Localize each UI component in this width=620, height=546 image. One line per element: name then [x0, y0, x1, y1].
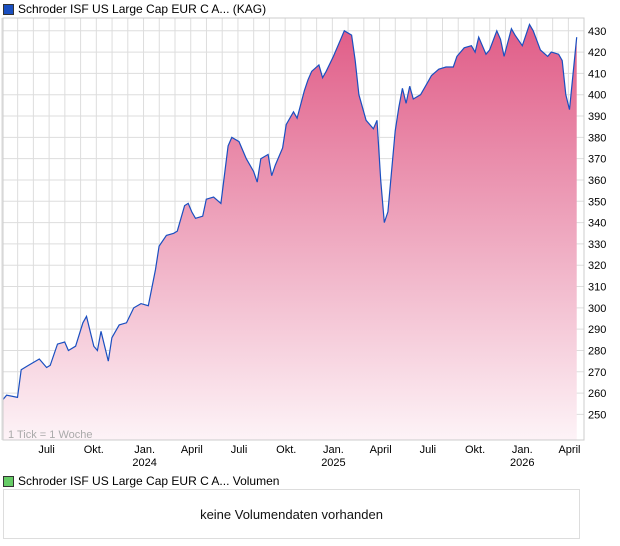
x-tick-label: Jan.: [512, 444, 533, 456]
x-tick-label: Jan.: [323, 444, 344, 456]
y-tick-label: 330: [588, 239, 606, 251]
volume-swatch-icon: [3, 475, 14, 487]
y-tick-label: 270: [588, 367, 606, 379]
y-tick-label: 340: [588, 218, 606, 230]
x-year-label: 2024: [132, 457, 156, 469]
x-tick-label: April: [181, 444, 203, 456]
y-tick-label: 310: [588, 282, 606, 294]
legend-price: Schroder ISF US Large Cap EUR C A... (KA…: [3, 2, 266, 16]
x-year-label: 2025: [321, 457, 345, 469]
volume-panel: keine Volumendaten vorhanden: [3, 489, 580, 539]
tick-annotation: 1 Tick = 1 Woche: [8, 429, 92, 441]
price-chart: 1 Tick = 1 Woche 250 260 270 280 290 300 310 32…: [1, 17, 606, 469]
y-tick-label: 400: [588, 90, 606, 102]
y-tick-label: 300: [588, 303, 606, 315]
y-tick-label: 320: [588, 260, 606, 272]
y-tick-label: 250: [588, 409, 606, 421]
x-tick-label: Okt.: [465, 444, 485, 456]
plot-frame: [2, 17, 585, 441]
y-tick-label: 350: [588, 196, 606, 208]
x-year-label: 2026: [510, 457, 534, 469]
y-tick-label: 360: [588, 175, 606, 187]
y-tick-label: 390: [588, 111, 606, 123]
x-tick-label: April: [370, 444, 392, 456]
x-tick-label: Juli: [38, 444, 55, 456]
legend-volume: Schroder ISF US Large Cap EUR C A... Vol…: [3, 474, 279, 488]
legend-volume-label: Schroder ISF US Large Cap EUR C A... Vol…: [18, 474, 280, 488]
legend-price-label: Schroder ISF US Large Cap EUR C A... (KA…: [18, 2, 267, 16]
x-tick-label: Okt.: [84, 444, 104, 456]
y-tick-label: 380: [588, 132, 606, 144]
x-tick-label: Jan.: [134, 444, 155, 456]
price-line: [2, 22, 578, 400]
y-tick-label: 430: [588, 26, 606, 38]
x-tick-label: Okt.: [276, 444, 296, 456]
price-area: [3, 24, 577, 441]
no-volume-message: keine Volumendaten vorhanden: [200, 506, 383, 522]
x-tick-label: Juli: [231, 444, 248, 456]
x-tick-label: April: [558, 444, 580, 456]
y-tick-label: 260: [588, 388, 606, 400]
price-swatch-icon: [3, 3, 14, 15]
y-tick-label: 280: [588, 345, 606, 357]
y-tick-label: 370: [588, 154, 606, 166]
y-tick-label: 290: [588, 324, 606, 336]
x-tick-label: Juli: [420, 444, 437, 456]
y-tick-label: 410: [588, 68, 606, 80]
y-tick-label: 420: [588, 47, 606, 59]
